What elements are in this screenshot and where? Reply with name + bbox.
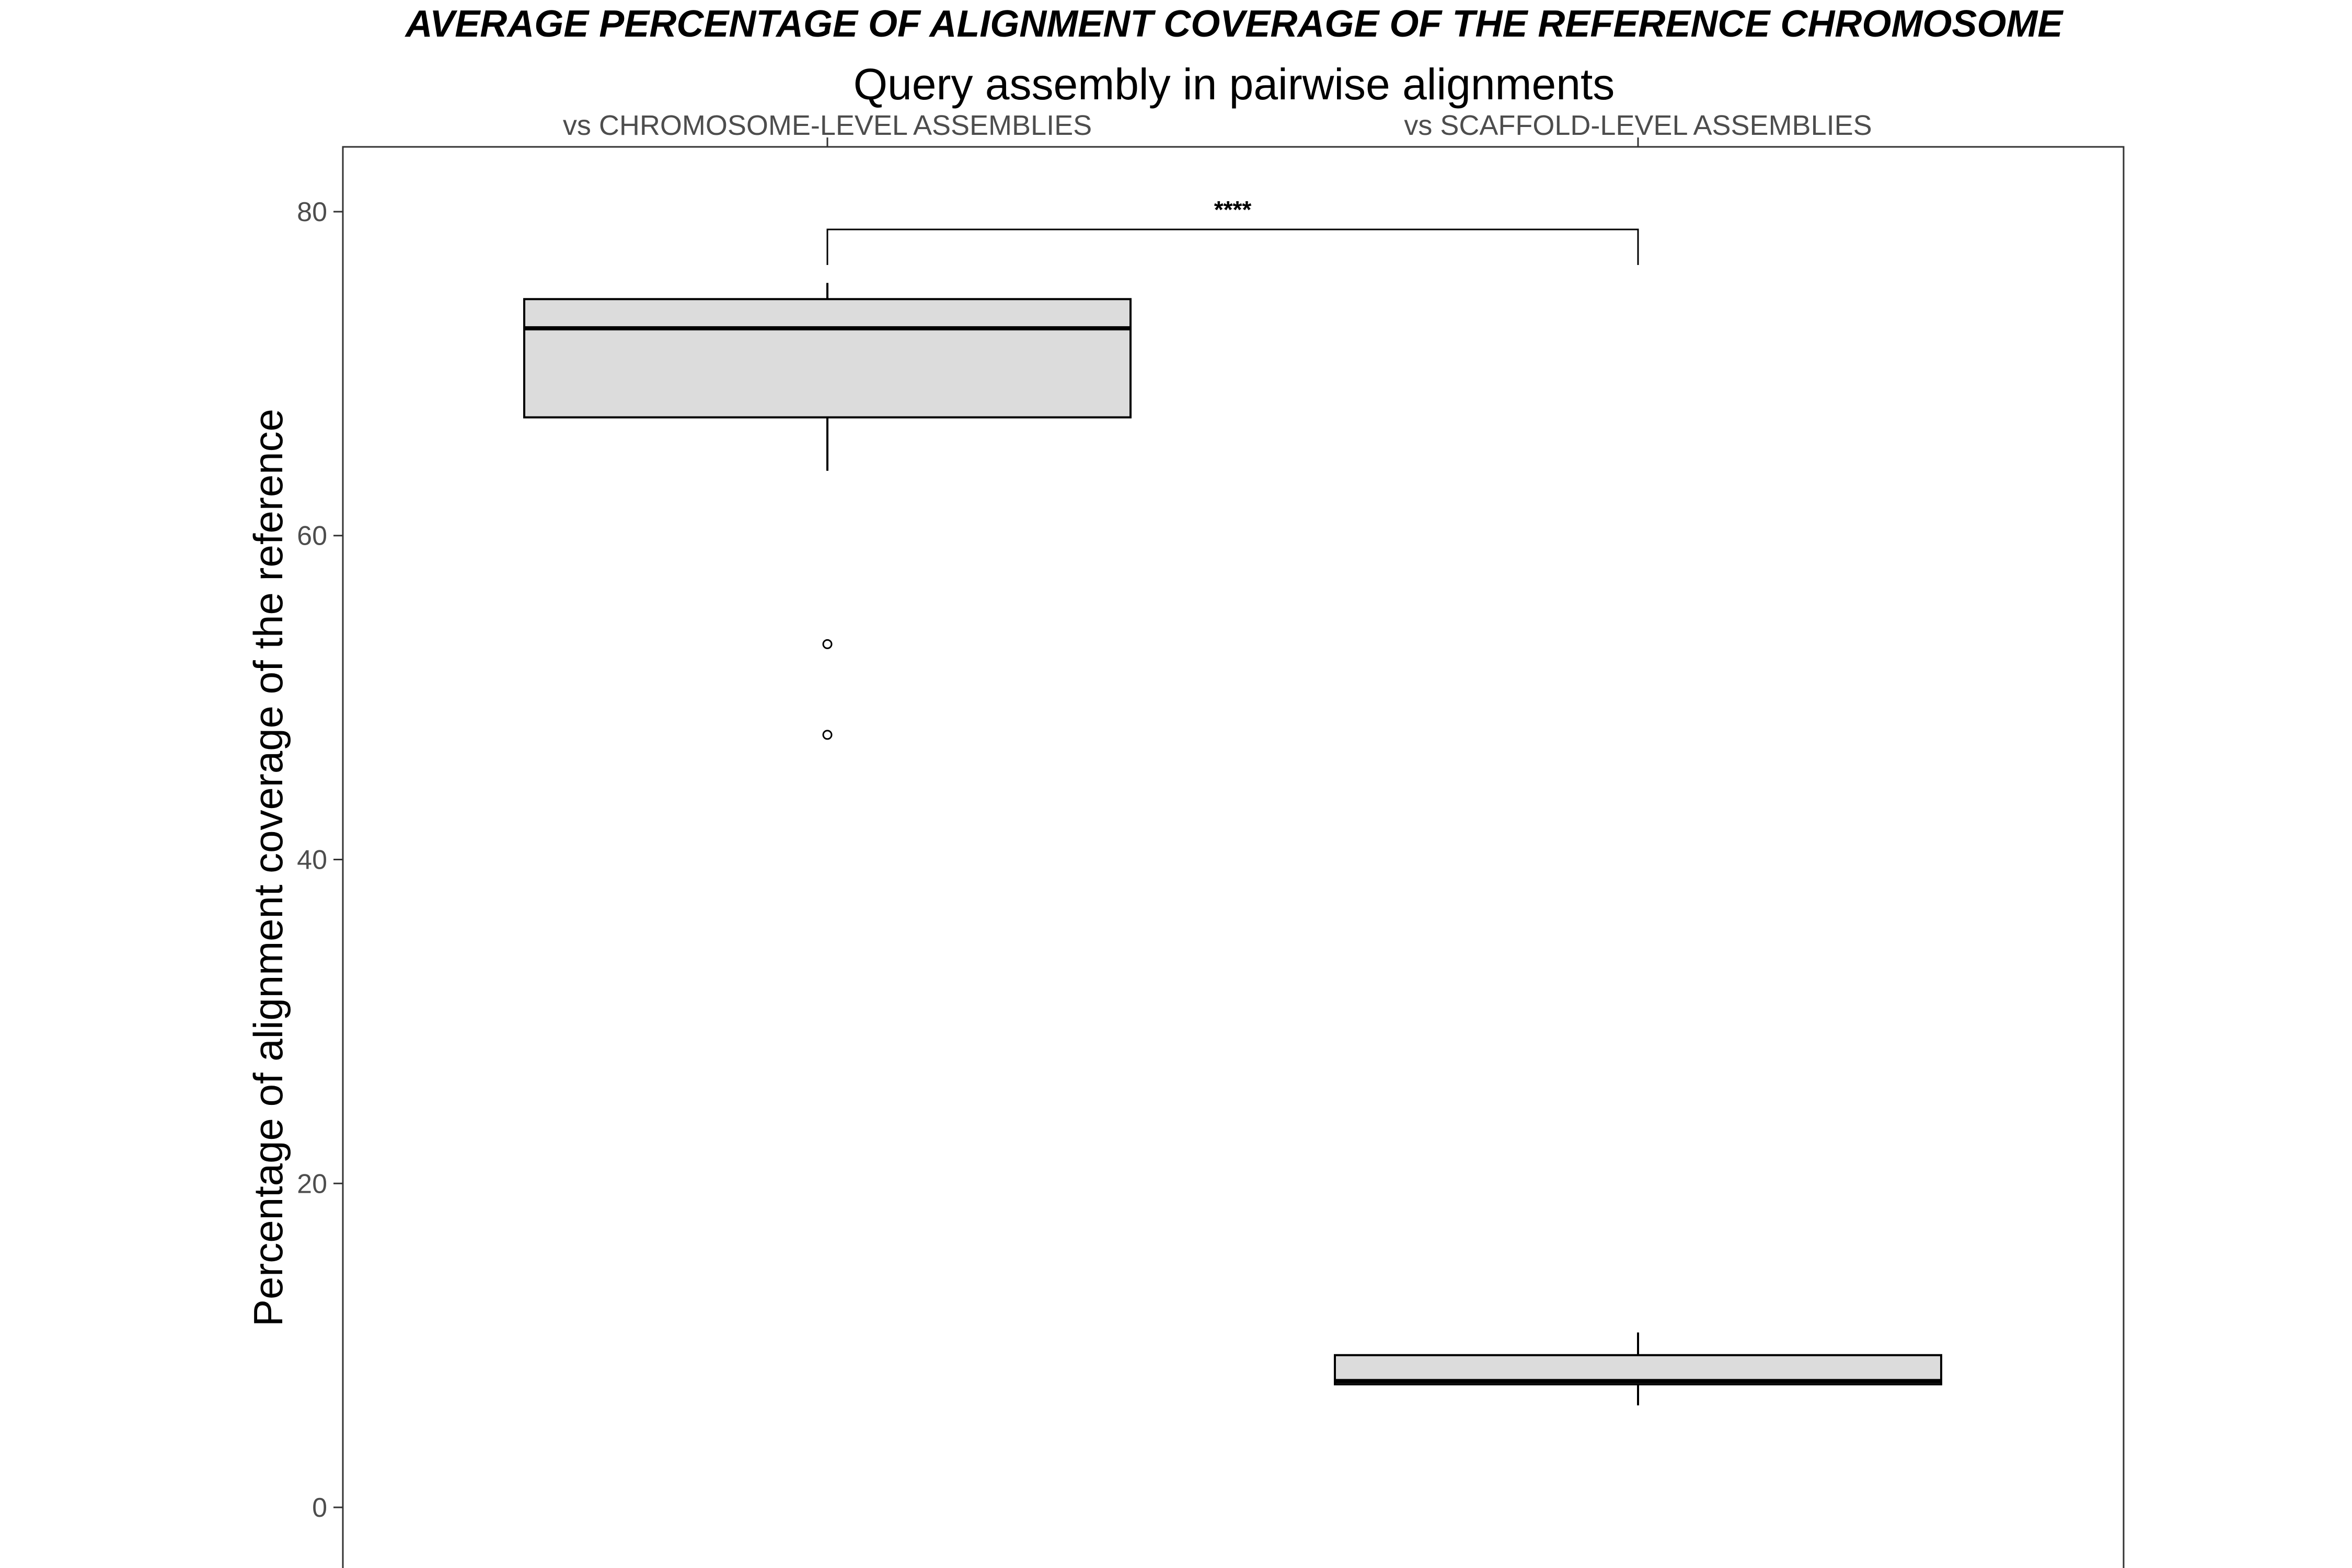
y-tick-label: 80	[297, 197, 327, 227]
significance-bracket	[826, 228, 1639, 266]
x-tick-label: vs CHROMOSOME-LEVEL ASSEMBLIES	[563, 110, 1092, 141]
y-tick-label: 40	[297, 845, 327, 875]
y-tick-label: 60	[297, 521, 327, 551]
significance-label: ****	[1214, 196, 1252, 223]
x-tick-label: vs SCAFFOLD-LEVEL ASSEMBLIES	[1404, 110, 1872, 141]
chart-subtitle: Query assembly in pairwise alignments	[854, 60, 1615, 109]
chart-title: AVERAGE PERCENTAGE OF ALIGNMENT COVERAGE…	[405, 3, 2064, 45]
box	[523, 298, 1132, 419]
y-tick-label: 0	[312, 1493, 327, 1523]
outlier-point	[822, 730, 833, 740]
y-tick-label: 20	[297, 1169, 327, 1199]
chart-marks: 0 20 40 60 80 vs CHROMOSOME-LEVEL ASSEMBLIES v…	[297, 110, 1942, 1523]
y-axis-label: Percentage of alignment coverage of the …	[245, 409, 291, 1327]
outlier-point	[822, 639, 833, 649]
